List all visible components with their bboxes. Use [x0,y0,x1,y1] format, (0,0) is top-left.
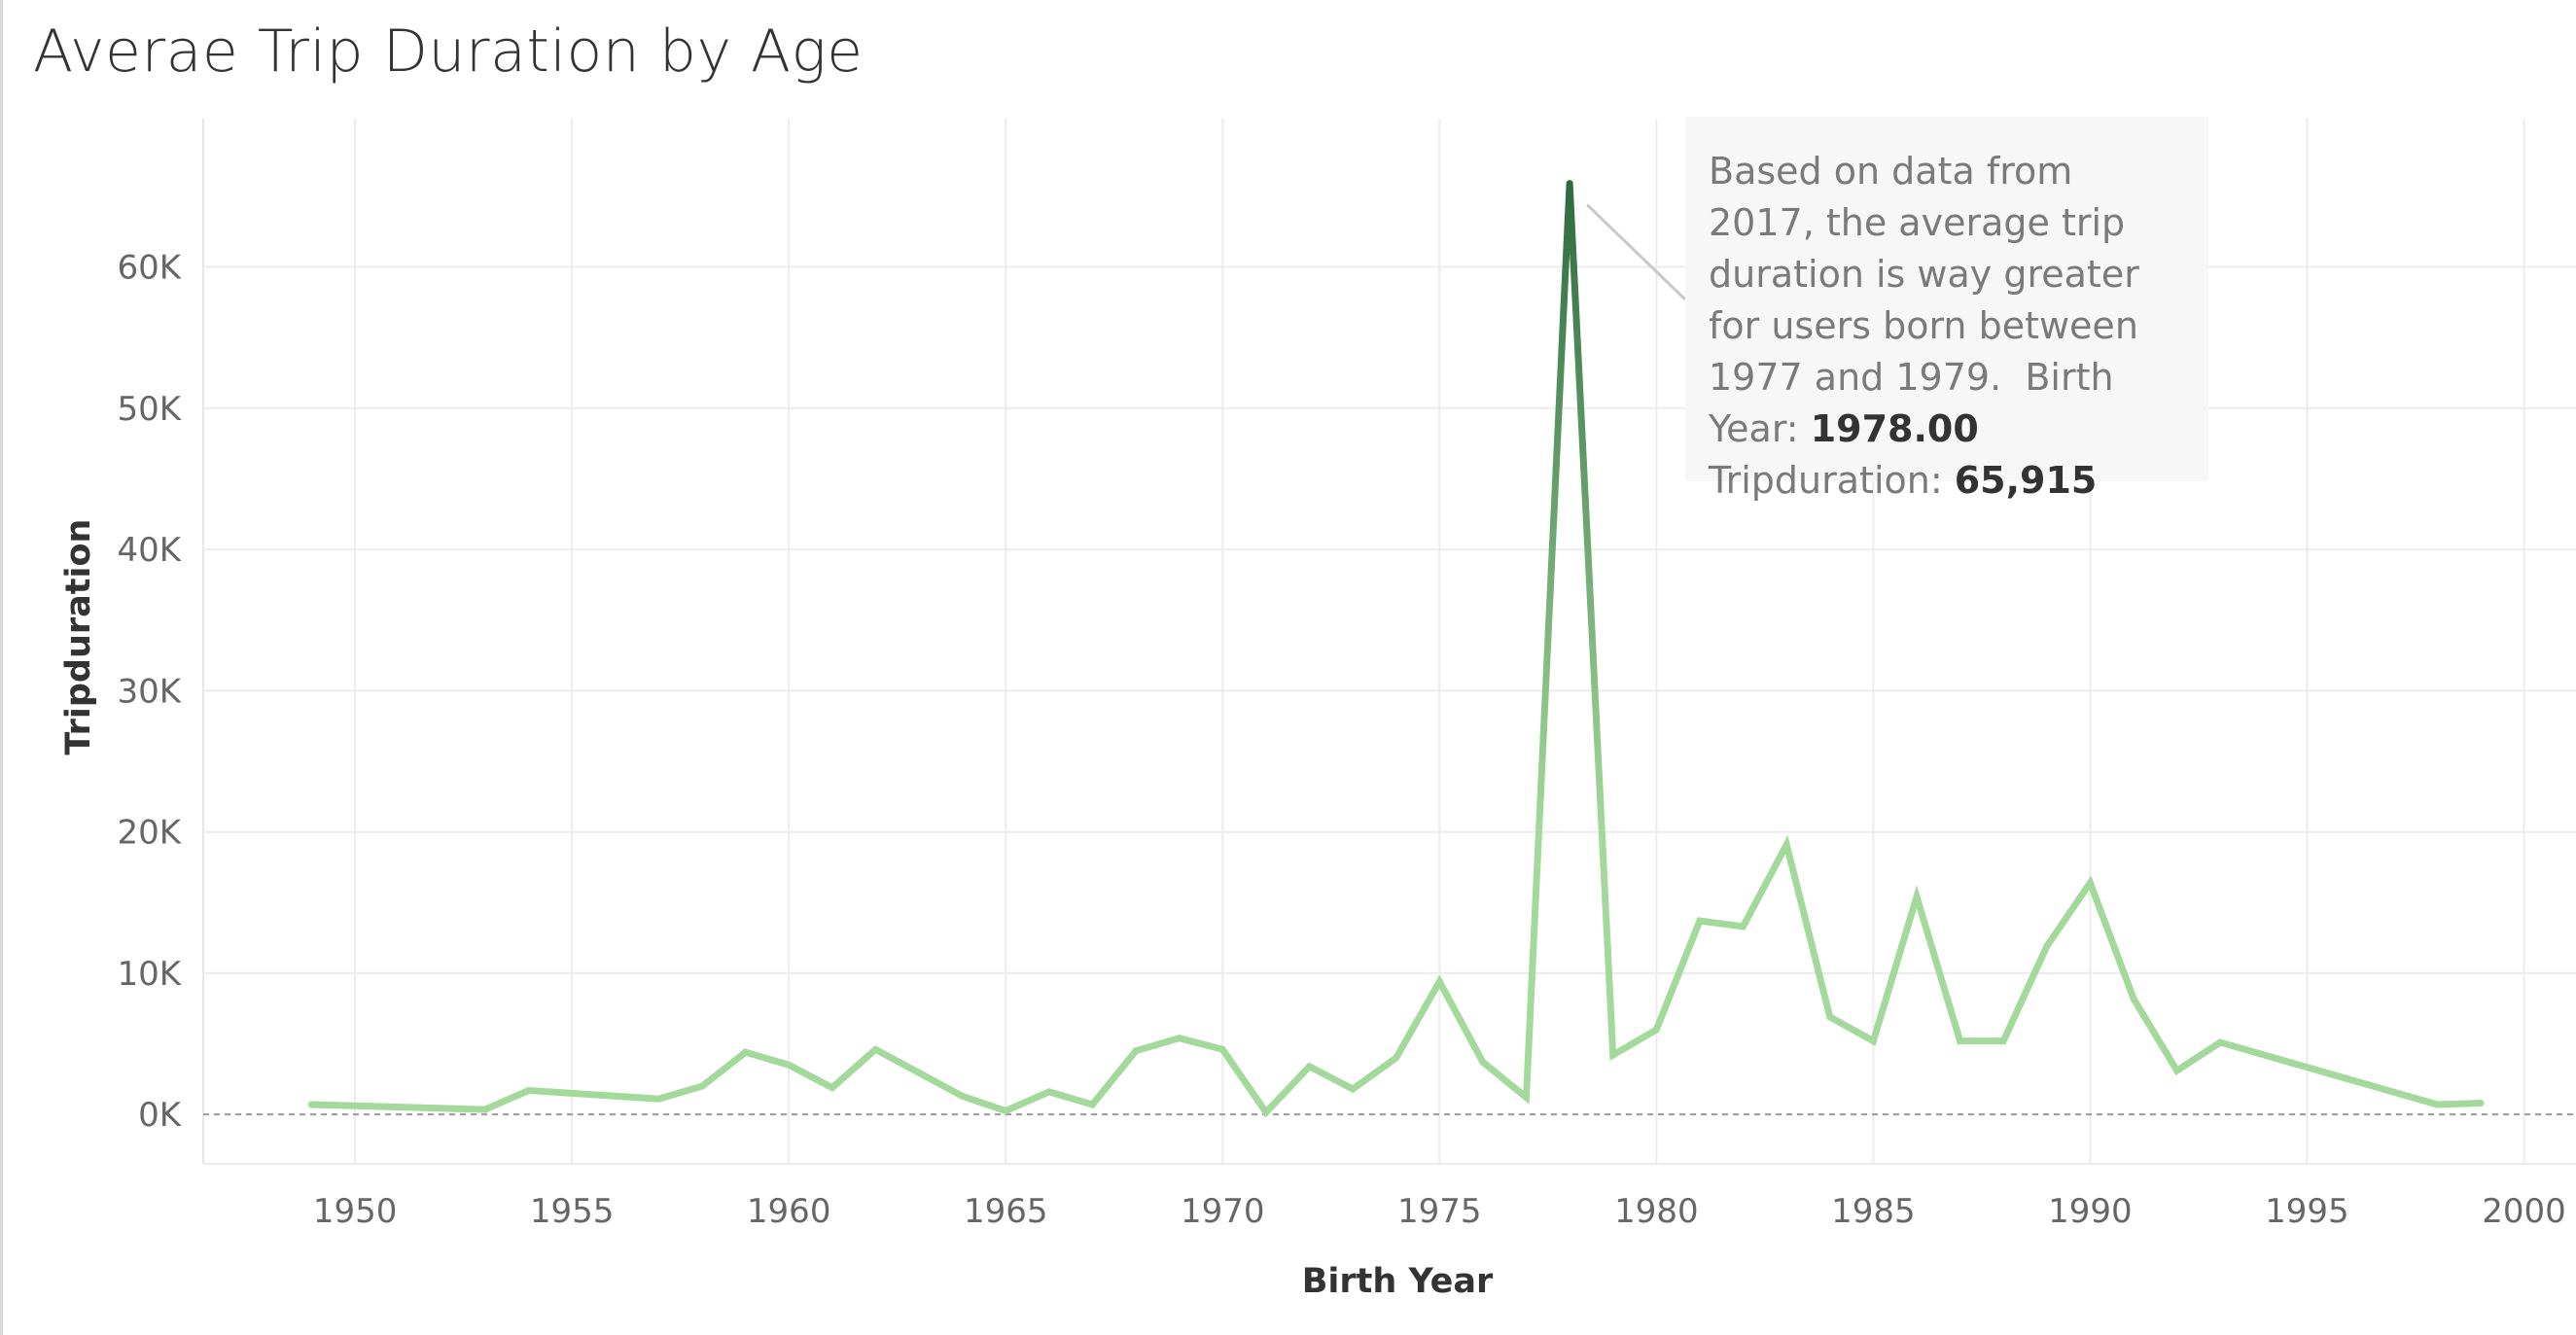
data-point[interactable] [2216,1038,2224,1046]
data-point[interactable] [1088,1101,1096,1108]
tripduration-label: Tripduration: [1709,459,1943,502]
data-point[interactable] [1869,1037,1877,1045]
x-tick-label: 1955 [530,1192,615,1231]
birth-year-label: Birth Year: [1709,356,2114,450]
data-point[interactable] [1262,1108,1270,1116]
data-point[interactable] [871,1045,879,1053]
data-point[interactable] [1305,1063,1313,1071]
data-point[interactable] [2086,879,2094,887]
y-tick-label: 30K [117,672,182,711]
data-point[interactable] [1523,1094,1531,1102]
data-point[interactable] [1045,1088,1053,1096]
data-point[interactable] [1435,978,1443,986]
data-point[interactable] [1652,1026,1660,1034]
x-tick-label: 2000 [2482,1192,2566,1231]
y-tick-label: 0K [138,1096,183,1135]
data-point[interactable] [2043,942,2051,950]
tick-labels: 1950 1955 1960 1965 1970 1975 1980 1985 1990 1995… [117,249,2565,1231]
x-tick-label: 1975 [1397,1192,1482,1231]
y-tick-label: 60K [117,249,182,288]
data-point[interactable] [1740,923,1747,931]
chart-title: Averae Trip Duration by Age [33,18,864,86]
x-tick-label: 1995 [2265,1192,2349,1231]
data-point[interactable] [2433,1101,2441,1108]
data-point[interactable] [1609,1051,1617,1059]
data-point[interactable] [654,1095,662,1103]
data-point[interactable] [1002,1107,1009,1115]
data-point[interactable] [1566,180,1573,188]
data-point[interactable] [1218,1045,1226,1053]
data-point[interactable] [2130,995,2137,1002]
data-point[interactable] [1132,1047,1140,1055]
data-point[interactable] [1479,1058,1487,1066]
x-tick-label: 1980 [1614,1192,1699,1231]
data-point[interactable] [959,1092,967,1100]
annotation-text: Based on data from 2017, the average tri… [1709,150,2139,399]
y-axis-label: Tripduration [59,519,98,755]
x-tick-label: 1960 [747,1192,831,1231]
left-border [0,0,3,1335]
data-point[interactable] [1826,1013,1834,1021]
data-point[interactable] [1393,1054,1400,1062]
x-tick-label: 1950 [313,1192,398,1231]
data-point[interactable] [2477,1100,2485,1107]
data-point[interactable] [1176,1035,1183,1042]
data-point[interactable] [742,1048,750,1056]
data-point[interactable] [1957,1037,1964,1045]
data-point[interactable] [1349,1085,1357,1093]
data-point[interactable] [1782,841,1790,849]
birth-year-value: 1978.00 [1810,407,1979,450]
annotation-tooltip: Based on data from 2017, the average tri… [1685,117,2208,502]
data-point[interactable] [698,1082,706,1090]
data-point[interactable] [481,1106,489,1113]
data-point[interactable] [829,1084,836,1092]
data-point[interactable] [1913,893,1921,900]
data-point[interactable] [1696,917,1704,925]
y-tick-label: 40K [117,531,182,570]
y-tick-label: 10K [117,955,182,994]
data-point[interactable] [2173,1067,2181,1074]
data-point[interactable] [785,1061,793,1069]
data-point[interactable] [308,1101,316,1108]
y-tick-label: 20K [117,814,182,853]
grid-lines [202,119,2576,1165]
data-point[interactable] [525,1086,533,1094]
x-tick-label: 1990 [2048,1192,2133,1231]
data-points [308,180,2485,1116]
x-tick-label: 1965 [964,1192,1048,1231]
data-point[interactable] [1999,1037,2007,1045]
x-tick-label: 1985 [1831,1192,1916,1231]
x-tick-label: 1970 [1181,1192,1265,1231]
x-axis-label: Birth Year [1302,1262,1494,1301]
tripduration-value: 65,915 [1954,459,2098,502]
y-tick-label: 50K [117,390,182,429]
annotation-connector-line [1586,203,1687,301]
